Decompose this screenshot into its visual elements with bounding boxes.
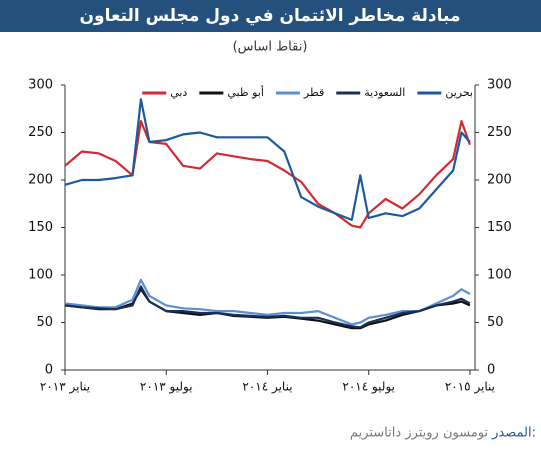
y-tick-label: 300 xyxy=(28,78,53,93)
legend-label: دبي xyxy=(170,86,187,99)
series-line xyxy=(64,120,471,229)
y2-tick-label: 50 xyxy=(487,315,504,330)
y2-tick-label: 300 xyxy=(487,78,512,93)
source-label: المصدر: xyxy=(491,426,536,441)
y-tick-label: 100 xyxy=(28,268,53,283)
y2-tick-label: 250 xyxy=(487,125,512,140)
chart-subtitle: (نقاط اساس) xyxy=(233,40,308,55)
x-tick-label: يناير ٢٠١٣ xyxy=(40,380,90,395)
y2-tick-label: 150 xyxy=(487,220,512,235)
legend-label: قطر xyxy=(303,86,324,99)
legend-label: أبو ظبي xyxy=(227,85,264,99)
title-bar xyxy=(0,0,541,32)
y-tick-label: 200 xyxy=(28,173,53,188)
y-tick-label: 0 xyxy=(45,363,53,378)
x-tick-label: يوليو ٢٠١٣ xyxy=(140,380,193,395)
legend-label: بحرين xyxy=(445,86,473,99)
source: تومسون رويترز داتاستريم xyxy=(350,426,489,441)
x-tick-label: يناير ٢٠١٤ xyxy=(242,380,292,395)
legend-label: السعودية xyxy=(364,86,405,99)
y-tick-label: 250 xyxy=(28,125,53,140)
series-line xyxy=(64,288,471,330)
x-tick-label: يناير ٢٠١٥ xyxy=(445,380,495,395)
y-tick-label: 150 xyxy=(28,220,53,235)
chart-title: مبادلة مخاطر الائتمان في دول مجلس التعاو… xyxy=(80,6,461,26)
y2-tick-label: 200 xyxy=(487,173,512,188)
series-line xyxy=(64,285,471,329)
x-tick-label: يوليو ٢٠١٤ xyxy=(342,380,395,395)
series-line xyxy=(64,98,471,221)
y2-tick-label: 100 xyxy=(487,268,512,283)
y2-tick-label: 0 xyxy=(487,363,495,378)
y-tick-label: 50 xyxy=(36,315,53,330)
